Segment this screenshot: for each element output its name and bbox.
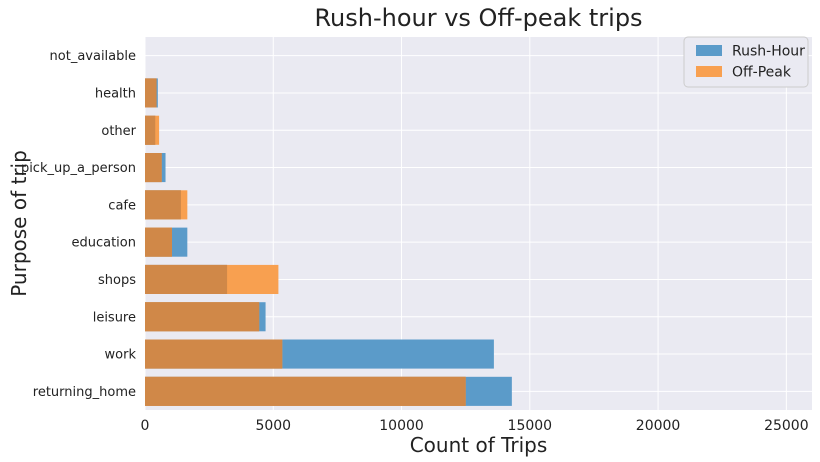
bar-overlap-shops [145, 264, 228, 294]
bar-overlap-leisure [145, 302, 260, 332]
x-tick-labels: 0 5000 10000 15000 20000 25000 [141, 418, 809, 434]
y-tick-label: pick_up_a_person [21, 161, 136, 176]
y-tick-labels: returning_home work leisure shops education c… [21, 49, 137, 400]
legend-label: Rush-Hour [732, 44, 805, 60]
y-tick-label: cafe [108, 198, 136, 213]
y-tick-label: education [71, 236, 136, 251]
x-tick-label: 0 [141, 418, 150, 434]
bar-overlap-returning_home [145, 376, 466, 406]
bar-overlap-cafe [145, 190, 181, 220]
bar-overlap-health [145, 78, 157, 108]
chart-title: Rush-hour vs Off-peak trips [314, 4, 642, 32]
bar-overlap-pick_up_a_person [145, 153, 162, 183]
legend-label: Off-Peak [732, 65, 792, 81]
legend: Rush-Hour Off-Peak [683, 36, 809, 88]
y-axis-title: Purpose of trip [7, 150, 31, 297]
y-tick-label: work [105, 348, 137, 363]
bar-overlap-education [145, 227, 172, 257]
y-tick-label: not_available [50, 49, 136, 64]
y-tick-label: shops [98, 273, 136, 288]
x-tick-label: 15000 [508, 418, 553, 434]
y-tick-label: health [95, 86, 136, 101]
legend-swatch [696, 66, 722, 77]
y-tick-label: leisure [93, 310, 136, 325]
bar-overlap-other [145, 115, 156, 145]
x-tick-label: 10000 [379, 418, 424, 434]
y-tick-label: returning_home [33, 385, 136, 400]
bars [145, 78, 512, 406]
legend-swatch [696, 45, 722, 56]
bar-overlap-work [145, 339, 283, 369]
x-axis-title: Count of Trips [410, 433, 548, 457]
x-tick-label: 5000 [255, 418, 291, 434]
y-tick-label: other [101, 124, 136, 139]
x-tick-label: 25000 [764, 418, 809, 434]
x-tick-label: 20000 [636, 418, 681, 434]
